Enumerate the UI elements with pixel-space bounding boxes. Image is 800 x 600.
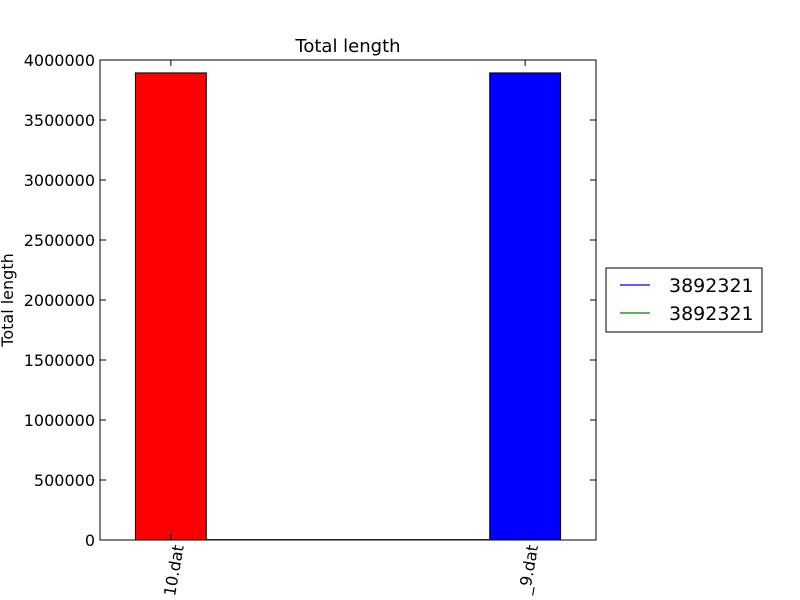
y-axis-label: Total length: [0, 253, 17, 347]
y-tick-label: 0: [85, 531, 95, 550]
y-tick-label: 4000000: [24, 51, 95, 70]
legend-label: 3892321: [669, 303, 754, 325]
chart-title: Total length: [294, 36, 400, 57]
y-tick-label: 1500000: [24, 351, 95, 370]
x-tick-label: _9.dat: [515, 543, 543, 596]
y-tick-label: 2000000: [24, 291, 95, 310]
y-tick-label: 2500000: [24, 231, 95, 250]
y-axis-ticks: 0 500000 1000000 1500000 2000000 2500000 30000…: [24, 51, 596, 550]
x-tick-label: 10.dat: [160, 543, 188, 597]
bar-0: [134, 72, 207, 541]
legend-label: 3892321: [669, 275, 754, 297]
legend-box: [605, 267, 763, 333]
bar-1: [489, 72, 562, 541]
y-tick-label: 1000000: [24, 411, 95, 430]
y-tick-label: 3500000: [24, 111, 95, 130]
legend: 3892321 3892321: [605, 267, 763, 333]
y-tick-label: 3000000: [24, 171, 95, 190]
x-axis-ticks: 10.dat _9.dat: [160, 60, 543, 598]
y-tick-label: 500000: [34, 471, 95, 490]
